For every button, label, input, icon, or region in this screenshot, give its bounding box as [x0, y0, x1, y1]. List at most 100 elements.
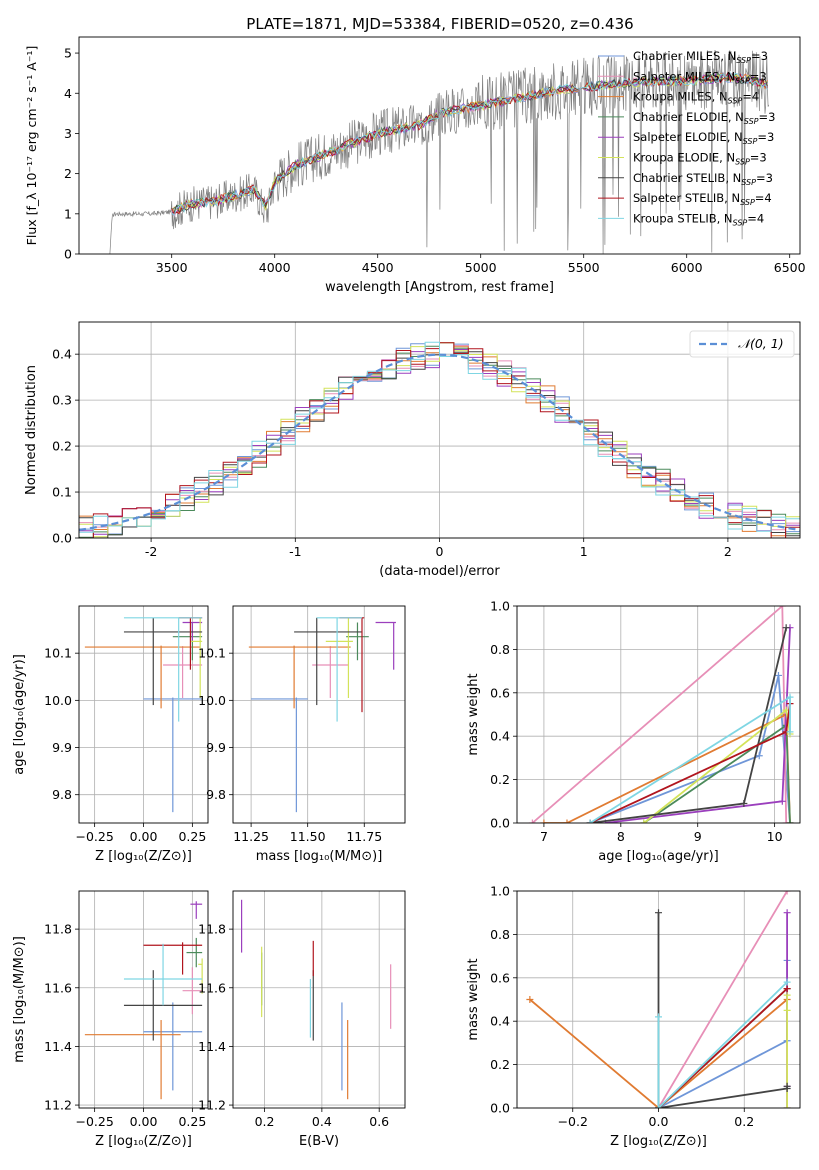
- mass-weight-vs-Z-ytick-label: 0.4: [490, 1014, 510, 1029]
- mass-weight-vs-Z-xlabel: Z [log₁₀(Z/Z⊙)]: [610, 1134, 707, 1149]
- age-vs-mass-ytick-label: 9.8: [206, 787, 226, 802]
- gaussian-reference-curve: [79, 353, 800, 531]
- mass-weight-vs-Z-point-marker: [655, 1104, 662, 1108]
- mass-weight-vs-Z-point-marker: [783, 909, 791, 917]
- legend-label: Chabrier MILES, NSSP=3: [633, 49, 768, 65]
- age-vs-mass-ytick-label: 10.1: [198, 646, 226, 661]
- mass-weight-vs-age-xtick-label: 8: [617, 829, 625, 844]
- legend-label: Kroupa MILES, NSSP=4: [633, 90, 759, 106]
- spectrum-xtick-label: 4000: [259, 260, 291, 275]
- residuals-ytick-label: 0.2: [52, 439, 72, 454]
- mass-vs-Z-errorbar: [190, 901, 203, 919]
- mass-weight-vs-Z-lines: [526, 891, 791, 1108]
- residuals-ylabel: Normed distribution: [24, 365, 39, 495]
- mass-weight-vs-age-xtick-label: 9: [694, 829, 702, 844]
- mass-weight-vs-Z-ytick-label: 1.0: [490, 884, 510, 899]
- age-vs-mass-xtick-label: 11.75: [346, 829, 382, 844]
- mass-vs-EBV-xtick-label: 0.4: [312, 1114, 332, 1129]
- age-vs-Z-frame: [78, 605, 209, 824]
- mass-weight-vs-Z-point-marker: [783, 891, 791, 895]
- age-vs-Z-xtick-label: 0.25: [178, 829, 206, 844]
- spectrum-model-line: [171, 72, 768, 216]
- mass-weight-vs-Z-ytick-label: 0.2: [490, 1057, 510, 1072]
- mass-weight-vs-Z-point-marker: [655, 909, 662, 917]
- mass-vs-EBV-ytick-label: 11.8: [198, 922, 226, 937]
- mass-vs-EBV-frame: [232, 890, 406, 1109]
- mass-vs-Z-ytick-label: 11.4: [44, 1039, 72, 1054]
- mass-weight-vs-age-point-marker: [786, 693, 794, 701]
- mass-weight-vs-age-point-marker: [740, 799, 748, 807]
- mass-weight-vs-Z-point-marker: [526, 996, 534, 1003]
- age-vs-mass-errorbar: [325, 617, 353, 698]
- age-vs-Z-errorbar: [123, 617, 203, 706]
- mass-weight-vs-Z-point-marker: [783, 985, 791, 993]
- residuals-xtick-label: 0: [436, 544, 444, 559]
- mass-weight-vs-Z-point-marker: [783, 1006, 791, 1014]
- spectrum-xtick-label: 3500: [156, 260, 188, 275]
- spectrum-xtick-label: 6000: [671, 260, 703, 275]
- residuals-ytick-label: 0.3: [52, 393, 72, 408]
- mass-weight-vs-Z-frame: [516, 890, 801, 1109]
- residuals-legend: 𝒩(0, 1): [689, 330, 795, 358]
- mass-vs-Z-xtick-label: −0.25: [75, 1114, 113, 1129]
- mass-vs-Z-xlabel: Z [log₁₀(Z/Z⊙)]: [95, 1134, 192, 1149]
- mass-vs-Z-errorbar: [143, 942, 203, 975]
- legend-label: Salpeter ELODIE, NSSP=3: [633, 130, 774, 146]
- age-vs-mass-errorbar: [346, 622, 369, 661]
- mass-weight-vs-age-point-marker: [586, 819, 594, 823]
- mass-weight-vs-age-point-marker: [786, 728, 794, 736]
- residuals-ytick-label: 0.0: [52, 531, 72, 546]
- spectrum-legend: Chabrier MILES, NSSP=3 Salpeter MILES, NS…: [598, 49, 775, 227]
- mass-weight-vs-age-point-marker: [782, 624, 790, 632]
- residuals-xtick-label: -1: [289, 544, 301, 559]
- mass-weight-vs-age-ytick-label: 0.4: [490, 729, 510, 744]
- mass-weight-vs-age-ytick-label: 0.0: [490, 816, 510, 831]
- legend-label: Salpeter MILES, NSSP=3: [633, 69, 767, 85]
- age-vs-Z-ytick-label: 9.9: [52, 740, 72, 755]
- age-vs-mass-xlabel: mass [log₁₀(M/M⊙)]: [256, 849, 383, 864]
- mass-weight-vs-Z-ytick-label: 0.8: [490, 927, 510, 942]
- mass-weight-vs-age-xtick-label: 10: [767, 829, 783, 844]
- mass-weight-vs-Z-point-marker: [783, 1104, 791, 1108]
- mass-weight-vs-age-point-marker: [640, 819, 648, 823]
- spectrum-ytick-label: 5: [64, 46, 72, 61]
- spectrum-ytick-label: 4: [64, 86, 72, 101]
- age-vs-Z-errorbar: [190, 617, 203, 698]
- spectrum-ytick-label: 3: [64, 126, 72, 141]
- residuals-xtick-label: 2: [724, 544, 732, 559]
- age-vs-Z-xtick-label: −0.25: [75, 829, 113, 844]
- mass-vs-Z-errorbar: [182, 967, 203, 1015]
- mass-weight-vs-Z-ytick-label: 0.0: [490, 1101, 510, 1116]
- mass-vs-EBV-ytick-label: 11.6: [198, 980, 226, 995]
- spectrum-xtick-label: 6500: [774, 260, 806, 275]
- legend-label: 𝒩(0, 1): [738, 336, 784, 351]
- age-vs-mass-points: [248, 617, 396, 813]
- mass-vs-Z-errorbar: [123, 943, 203, 1006]
- residuals-frame: [78, 321, 801, 539]
- mass-weight-vs-age-point-marker: [563, 819, 571, 823]
- mass-vs-EBV-xtick-label: 0.2: [255, 1114, 275, 1129]
- mass-vs-EBV-xtick-label: 0.6: [369, 1114, 389, 1129]
- mass-weight-vs-Z-xtick-label: 0.0: [649, 1114, 669, 1129]
- mass-weight-vs-age-ytick-label: 0.2: [490, 772, 510, 787]
- mass-weight-vs-Z-ylabel: mass weight: [466, 958, 481, 1040]
- mass-vs-Z-points: [84, 901, 203, 1100]
- legend-label: Chabrier STELIB, NSSP=3: [633, 171, 773, 187]
- age-vs-Z-errorbar: [84, 645, 201, 709]
- mass-vs-Z-frame: [78, 890, 209, 1109]
- mass-weight-vs-age-point-marker: [755, 752, 763, 760]
- age-vs-Z-axes: −0.25 0.00 0.25 9.8 9.9 10.0 10.1: [44, 606, 208, 844]
- residuals-ytick-label: 0.4: [52, 347, 72, 362]
- mass-vs-EBV-ytick-label: 11.2: [198, 1098, 226, 1113]
- spectrum-ytick-label: 1: [64, 206, 72, 221]
- mass-weight-vs-age-frame: [516, 605, 801, 824]
- spectrum-axes: 3500 4000 4500 5000 5500 6000 6500 0 1 2 3 4 5: [64, 46, 806, 275]
- mass-weight-vs-age-xlabel: age [log₁₀(age/yr)]: [598, 849, 719, 864]
- mass-weight-vs-Z-point-marker: [783, 978, 791, 986]
- mass-weight-vs-age-point-marker: [778, 606, 786, 610]
- mass-vs-Z-ylabel: mass [log₁₀(M/M⊙)]: [12, 936, 27, 1063]
- mass-weight-vs-age-lines: [528, 606, 794, 823]
- mass-vs-EBV-points: [241, 899, 392, 1100]
- legend-label: Kroupa ELODIE, NSSP=3: [633, 151, 767, 167]
